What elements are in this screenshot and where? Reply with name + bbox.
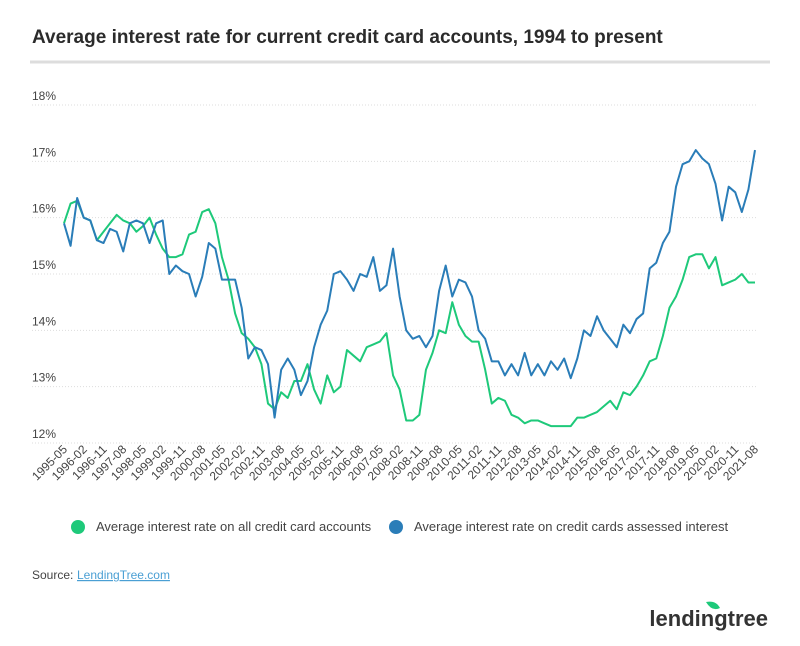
legend-swatch-0 — [71, 520, 85, 534]
chart-title: Average interest rate for current credit… — [32, 27, 663, 48]
legend-label: Average interest rate on all credit card… — [96, 519, 372, 534]
y-tick-label: 12% — [32, 427, 56, 441]
y-tick-label: 15% — [32, 258, 56, 272]
series-line — [63, 199, 755, 428]
logo-leaf — [706, 601, 720, 610]
y-tick-label: 14% — [32, 314, 56, 328]
legend-swatch-1 — [389, 520, 403, 534]
source-label: Source: — [32, 568, 73, 582]
y-tick-label: 18% — [32, 89, 56, 103]
y-tick-label: 16% — [32, 202, 56, 216]
series-line — [63, 149, 756, 419]
y-tick-label: 17% — [32, 145, 56, 159]
logo: lendingtree — [649, 606, 768, 631]
legend-label: Average interest rate on credit cards as… — [414, 519, 728, 534]
source-link[interactable]: LendingTree.com — [77, 568, 170, 582]
y-tick-label: 13% — [32, 371, 56, 385]
